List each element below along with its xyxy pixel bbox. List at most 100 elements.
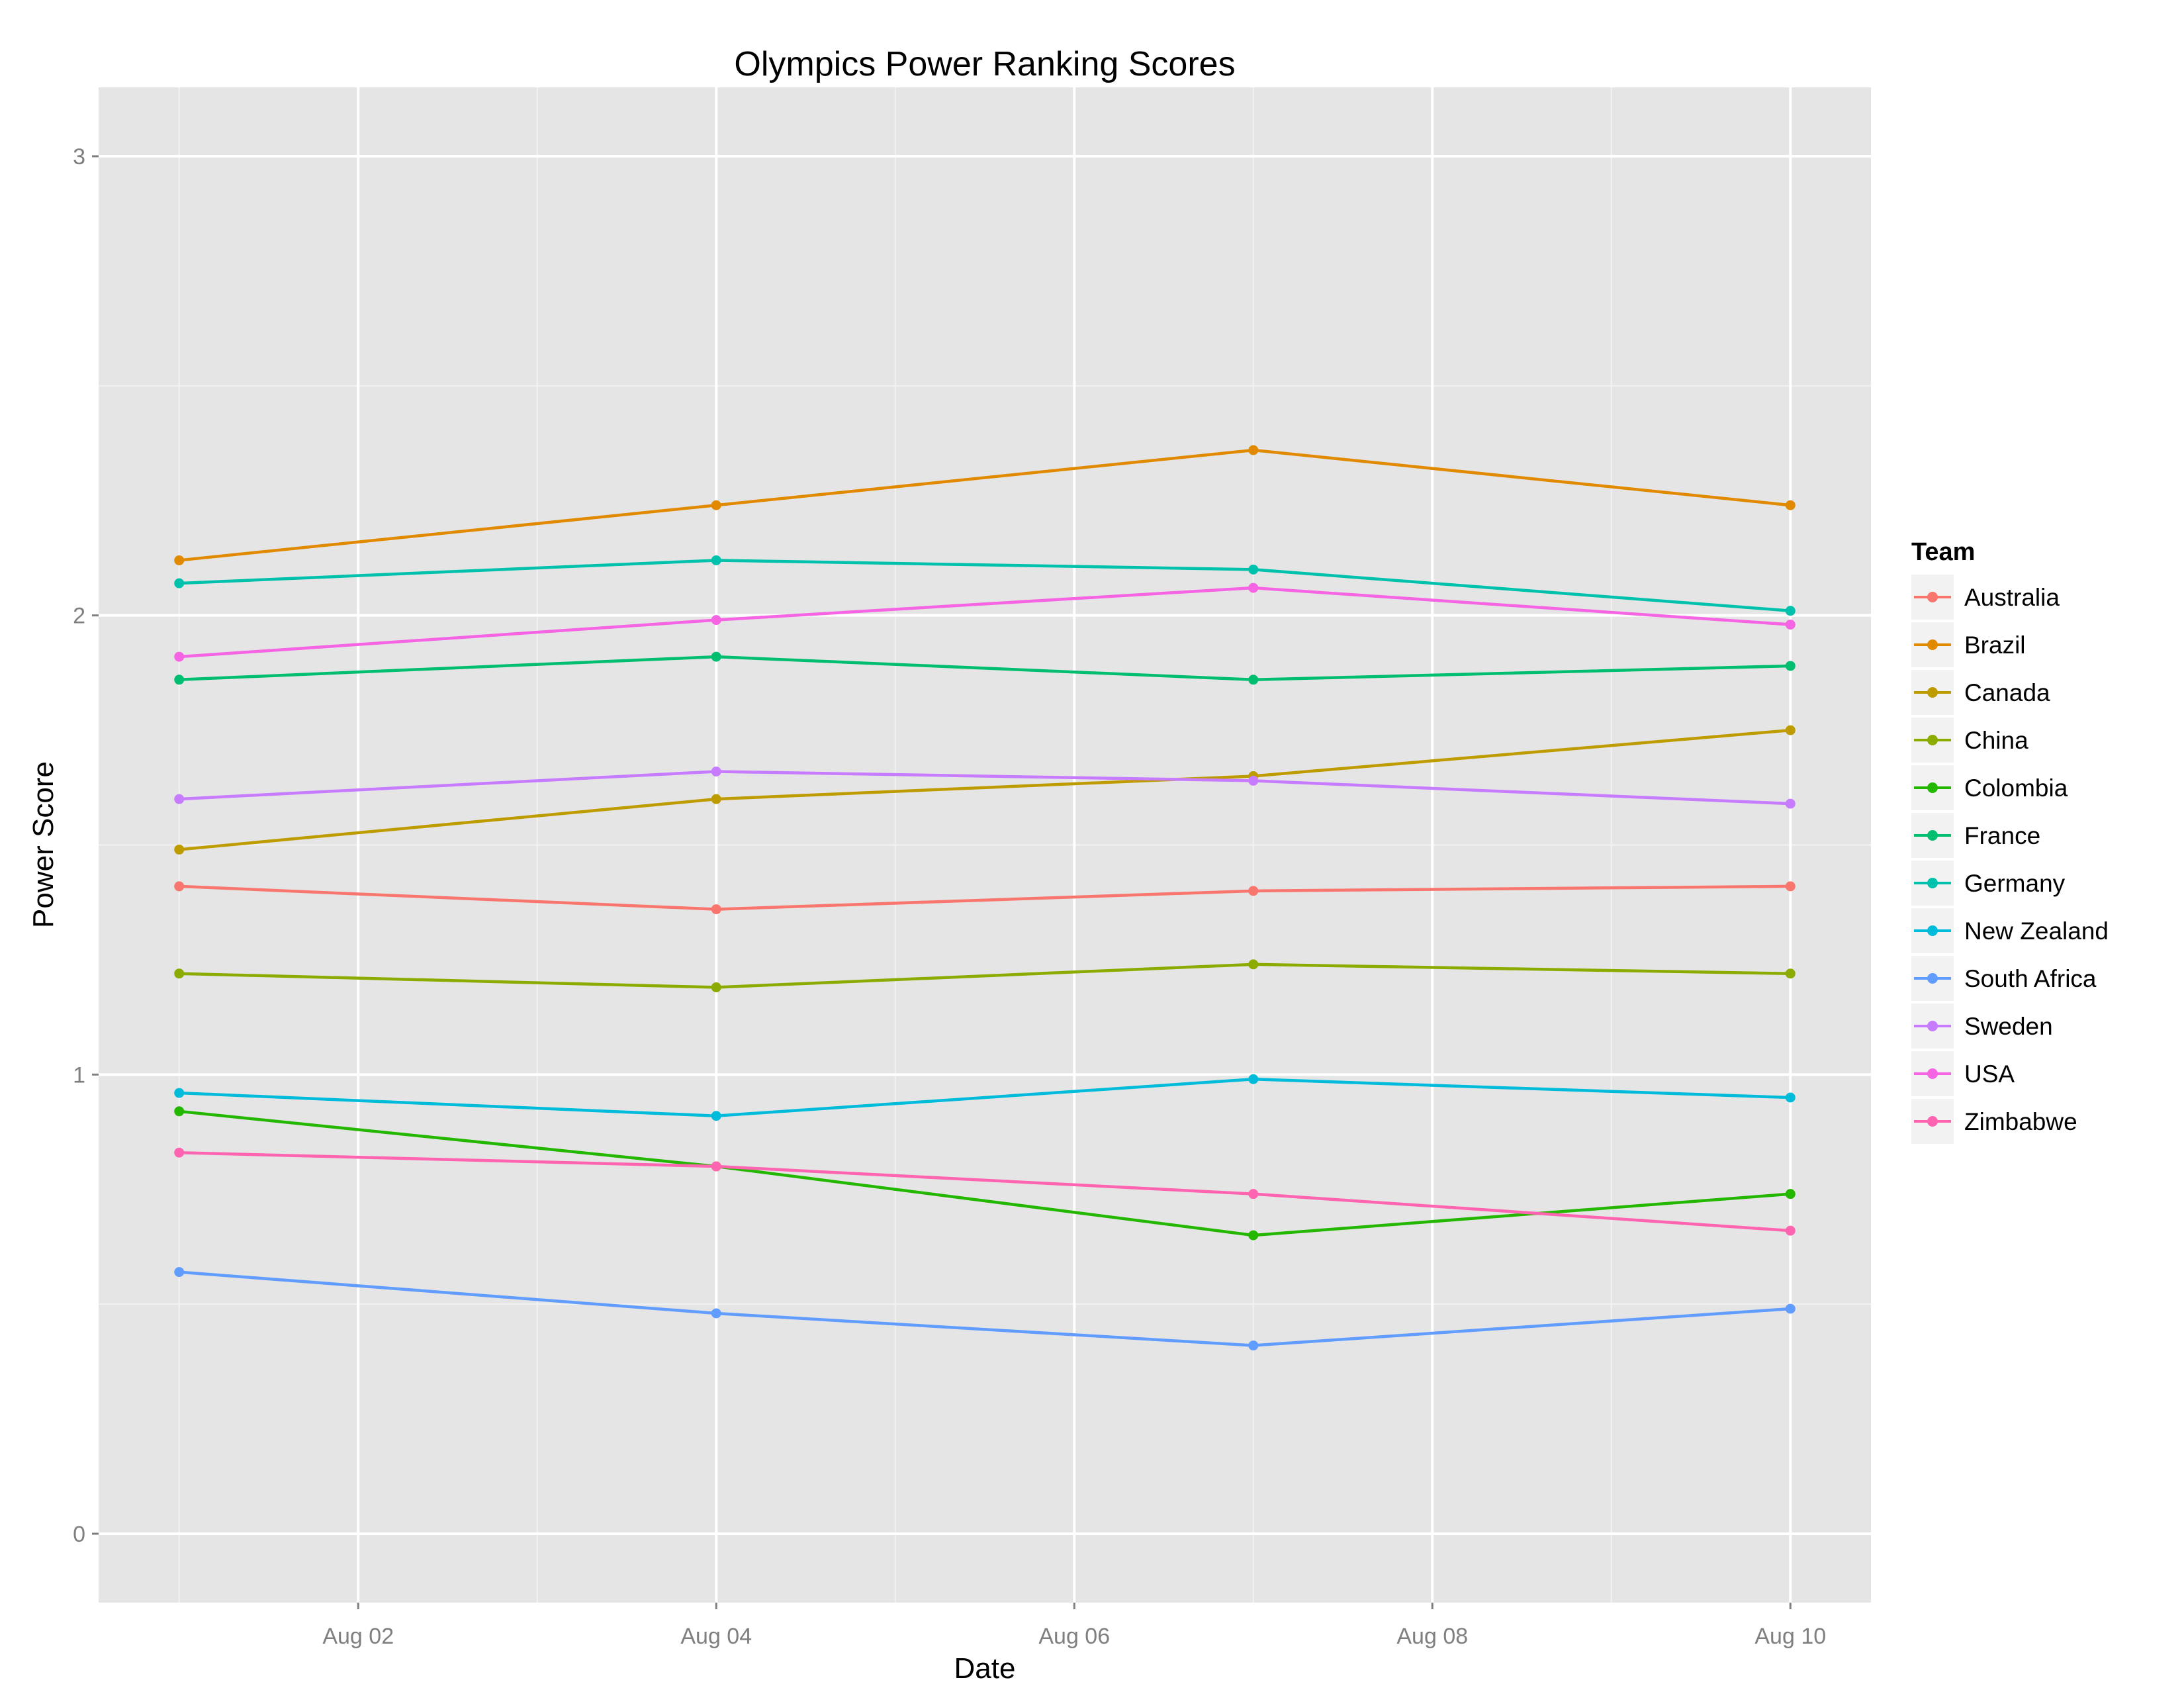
series-lines [174,445,1796,1351]
legend-label: USA [1964,1060,2015,1088]
point-china [174,968,185,979]
legend-item-germany: Germany [1911,861,2066,906]
y-tick-label: 0 [73,1522,85,1547]
legend-item-sweden: Sweden [1911,1004,2053,1049]
series-new-zealand [174,1074,1796,1121]
x-tick-label: Aug 06 [1038,1624,1110,1649]
point-canada [174,844,185,855]
point-south-africa [1785,1303,1796,1314]
line-usa [179,586,1791,659]
point-sweden [1785,798,1796,809]
series-canada [174,725,1796,855]
point-australia [1785,881,1796,892]
legend-item-usa: USA [1911,1051,2015,1096]
legend-label: New Zealand [1964,917,2109,945]
legend-label: Sweden [1964,1013,2053,1040]
legend-item-australia: Australia [1911,575,2060,620]
legend-label: China [1964,727,2028,754]
legend-label: France [1964,822,2040,849]
legend-key-point [1927,639,1938,650]
line-new-zealand [179,1078,1791,1117]
point-germany [174,578,185,588]
x-tick-label: Aug 08 [1396,1624,1468,1649]
point-colombia [1785,1189,1796,1199]
legend-item-france: France [1911,813,2040,858]
line-zimbabwe [179,1150,1791,1233]
legend-item-china: China [1911,718,2028,763]
line-brazil [179,448,1791,562]
legend-key-point [1927,735,1938,745]
legend-key-point [1927,830,1938,841]
legend-label: Australia [1964,584,2060,611]
legend-key-point [1927,925,1938,936]
point-canada [1785,725,1796,735]
legend-label: South Africa [1964,965,2097,992]
x-tick-label: Aug 10 [1754,1624,1826,1649]
point-brazil [711,500,721,510]
axes: Aug 02 Aug 04 Aug 06 Aug 08 Aug 10 0 1 2 3 [73,144,1826,1649]
chart-title: Olympics Power Ranking Scores [734,45,1235,83]
legend-item-brazil: Brazil [1911,622,2026,667]
series-zimbabwe [174,1147,1796,1236]
point-colombia [1248,1230,1259,1241]
legend-label: Canada [1964,679,2050,706]
legend-key-point [1927,1116,1938,1127]
point-france [711,651,721,662]
point-new-zealand [1248,1074,1259,1084]
legend-key-point [1927,687,1938,698]
y-axis-label: Power Score [27,761,60,928]
point-france [174,675,185,685]
y-tick-label: 3 [73,144,85,169]
line-china [179,962,1791,989]
legend-label: Zimbabwe [1964,1108,2077,1135]
point-australia [174,881,185,892]
legend-title: Team [1911,538,1975,566]
line-sweden [179,770,1791,806]
legend-item-zimbabwe: Zimbabwe [1911,1099,2077,1144]
point-germany [1785,606,1796,616]
point-usa [1248,583,1259,593]
line-south-africa [179,1270,1791,1347]
point-new-zealand [711,1111,721,1121]
point-sweden [711,767,721,777]
line-france [179,655,1791,682]
point-china [711,982,721,993]
legend-item-canada: Canada [1911,670,2050,715]
point-canada [711,794,721,804]
point-china [1248,959,1259,970]
legend-item-south-africa: South Africa [1911,956,2097,1001]
y-tick-label: 1 [73,1062,85,1088]
point-france [1248,675,1259,685]
point-zimbabwe [1248,1189,1259,1199]
point-brazil [1785,500,1796,510]
legend-key-point [1927,1021,1938,1031]
x-tick-label: Aug 04 [680,1624,752,1649]
line-canada [179,728,1791,851]
grid-lines [99,87,1871,1603]
x-tick-label: Aug 02 [322,1624,394,1649]
point-zimbabwe [711,1161,721,1172]
point-china [1785,968,1796,979]
series-australia [174,881,1796,915]
point-france [1785,661,1796,671]
point-sweden [1248,775,1259,786]
line-australia [179,884,1791,911]
line-germany [179,559,1791,612]
legend-key-point [1927,1068,1938,1079]
point-germany [711,555,721,565]
point-south-africa [174,1267,185,1278]
point-brazil [1248,445,1259,455]
point-south-africa [711,1308,721,1319]
point-new-zealand [1785,1092,1796,1103]
series-france [174,651,1796,685]
legend-key-point [1927,878,1938,888]
legend: Team Australia Brazil Canada China Colombia F… [1911,538,2109,1144]
series-brazil [174,445,1796,565]
series-usa [174,583,1796,662]
legend-key-point [1927,973,1938,984]
point-zimbabwe [1785,1225,1796,1236]
point-australia [711,904,721,915]
legend-item-colombia: Colombia [1911,765,2068,810]
point-usa [711,615,721,626]
